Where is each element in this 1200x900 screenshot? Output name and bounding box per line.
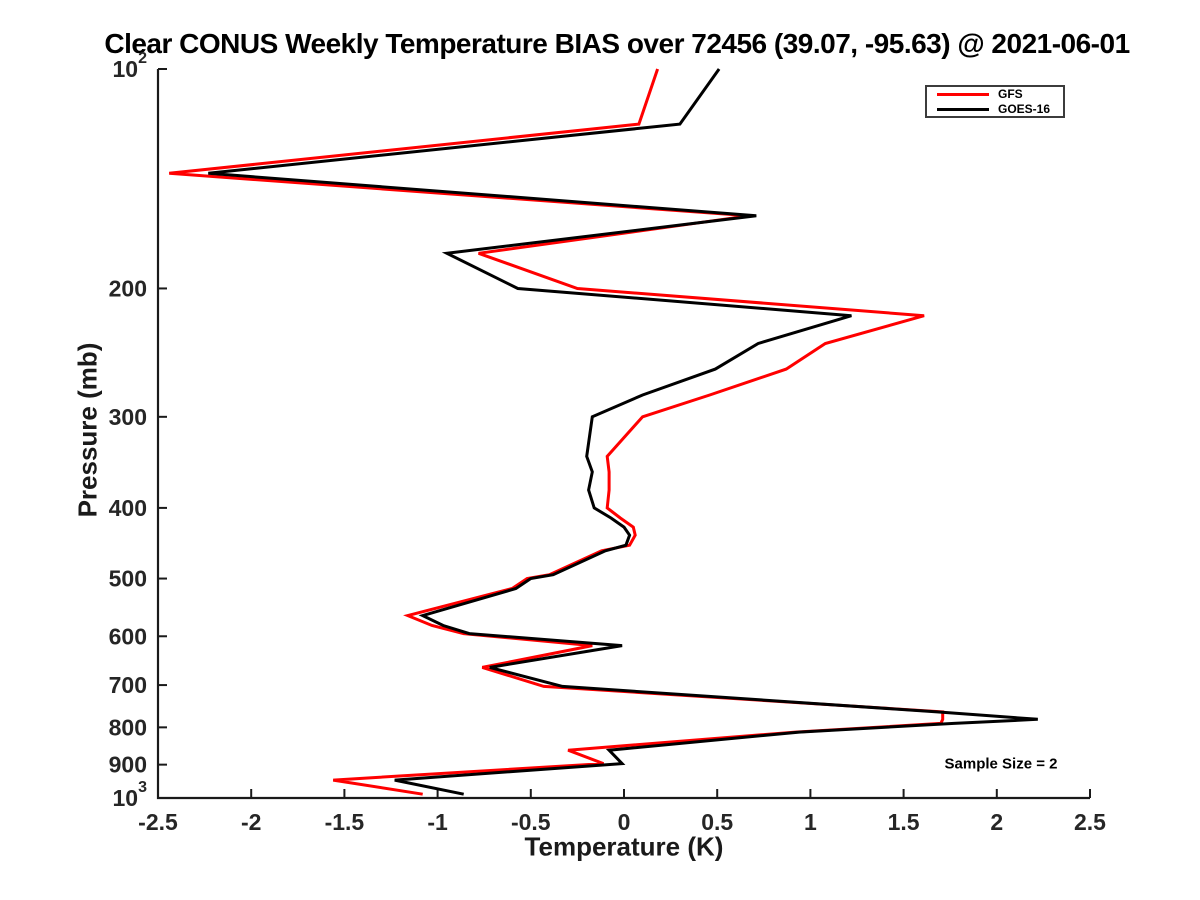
x-axis-tick-label: -0.5 [511, 809, 551, 835]
y-axis-tick-label: 300 [109, 404, 147, 430]
x-axis-tick-label: -1 [427, 809, 448, 835]
x-axis-tick-label: 0.5 [701, 809, 733, 835]
legend-entry: GFS [937, 88, 1063, 100]
x-axis-tick-label: 0 [618, 809, 631, 835]
x-axis-tick-label: 1 [804, 809, 817, 835]
y-axis-tick-label: 900 [109, 752, 147, 778]
x-axis-tick-label: 2 [990, 809, 1003, 835]
y-axis-tick-label: 400 [109, 495, 147, 521]
y-axis-tick-label: 200 [109, 275, 147, 301]
y-axis-tick-label: 800 [109, 714, 147, 740]
x-axis-label: Temperature (K) [524, 831, 724, 862]
y-axis-tick-label: 700 [109, 672, 147, 698]
legend-line-sample [937, 92, 989, 96]
series-line-gfs [169, 68, 945, 796]
legend-entry: GOES-16 [937, 103, 1063, 115]
axis-spines [156, 69, 1090, 800]
x-axis-tick-label: 2.5 [1074, 809, 1106, 835]
x-axis-tick-label: -2.5 [138, 809, 178, 835]
legend-label: GFS [998, 87, 1023, 101]
x-axis-tick-label: 1.5 [888, 809, 920, 835]
sample-size-annotation: Sample Size = 2 [944, 755, 1058, 773]
x-axis-tick-label: -2 [241, 809, 261, 835]
legend-label: GOES-16 [998, 102, 1051, 116]
series-line-goes-16 [208, 68, 1038, 796]
y-axis-tick-label: 500 [109, 566, 147, 592]
y-axis-tick-label: 102 [113, 50, 148, 83]
plot-title: Clear CONUS Weekly Temperature BIAS over… [104, 28, 1130, 59]
legend-line-sample [937, 107, 989, 111]
legend: GFS GOES-16 [925, 85, 1065, 118]
y-axis-tick-label: 600 [109, 623, 147, 649]
y-axis-tick-label: 103 [113, 779, 148, 812]
x-axis-tick-label: -1.5 [325, 809, 365, 835]
